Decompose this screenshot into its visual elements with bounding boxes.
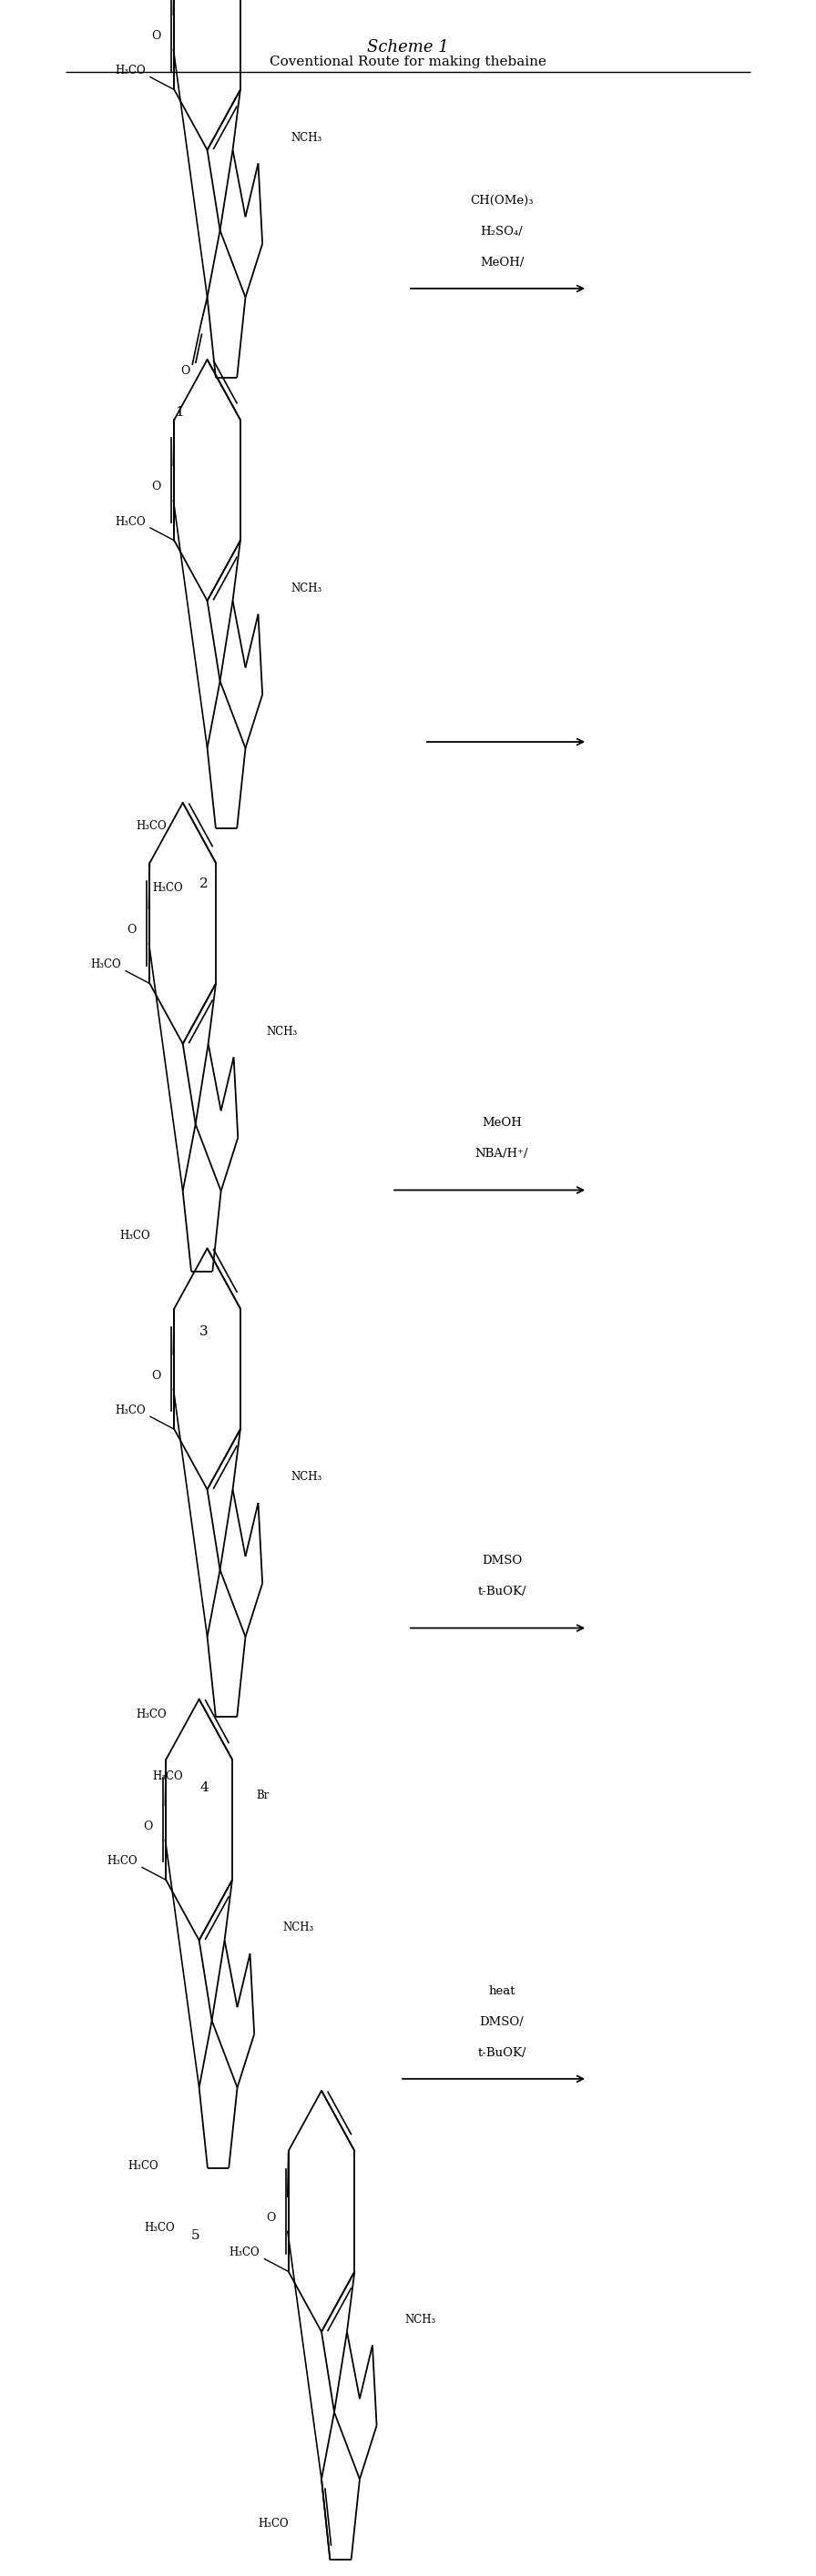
Text: t-BuOK/: t-BuOK/ <box>477 1587 526 1597</box>
Text: O: O <box>152 1370 161 1381</box>
Text: NCH₃: NCH₃ <box>290 1471 322 1484</box>
Text: 4: 4 <box>200 1783 208 1793</box>
Text: H₃CO: H₃CO <box>91 958 121 971</box>
Text: H₃CO: H₃CO <box>258 2517 289 2530</box>
Text: O: O <box>181 366 190 376</box>
Text: O: O <box>152 31 161 41</box>
Text: O: O <box>152 482 161 492</box>
Text: CH(OMe)₃: CH(OMe)₃ <box>470 196 534 206</box>
Text: NCH₃: NCH₃ <box>282 1922 314 1935</box>
Text: NCH₃: NCH₃ <box>405 2313 437 2326</box>
Text: 5: 5 <box>192 2231 200 2241</box>
Text: H₃CO: H₃CO <box>119 1229 150 1242</box>
Text: H₂SO₄/: H₂SO₄/ <box>481 227 523 237</box>
Text: H₃CO: H₃CO <box>135 819 166 832</box>
Text: O: O <box>144 1821 153 1832</box>
Text: Coventional Route for making thebaine: Coventional Route for making thebaine <box>269 57 547 67</box>
Text: heat: heat <box>489 1986 515 1996</box>
Text: DMSO: DMSO <box>481 1556 522 1566</box>
Text: NCH₃: NCH₃ <box>266 1025 298 1038</box>
Text: 1: 1 <box>175 407 184 417</box>
Text: O: O <box>127 925 136 935</box>
Text: H₃CO: H₃CO <box>127 2159 158 2172</box>
Text: MeOH/: MeOH/ <box>480 258 524 268</box>
Text: H₃CO: H₃CO <box>115 1404 145 1417</box>
Text: H₃CO: H₃CO <box>152 881 183 894</box>
Text: H₃CO: H₃CO <box>115 515 145 528</box>
Text: NCH₃: NCH₃ <box>290 131 322 144</box>
Text: DMSO/: DMSO/ <box>480 2017 524 2027</box>
Text: H₃CO: H₃CO <box>229 2246 259 2259</box>
Text: t-BuOK/: t-BuOK/ <box>477 2048 526 2058</box>
Text: H₃CO: H₃CO <box>135 1708 166 1721</box>
Text: H₃CO: H₃CO <box>107 1855 137 1868</box>
Text: NBA/H⁺/: NBA/H⁺/ <box>475 1149 529 1159</box>
Text: MeOH: MeOH <box>482 1118 521 1128</box>
Text: H₃CO: H₃CO <box>144 2221 175 2233</box>
Text: 2: 2 <box>200 878 208 889</box>
Text: 3: 3 <box>200 1327 208 1337</box>
Text: NCH₃: NCH₃ <box>290 582 322 595</box>
Text: Br: Br <box>256 1790 269 1801</box>
Text: H₃CO: H₃CO <box>115 64 145 77</box>
Text: H₃CO: H₃CO <box>152 1770 183 1783</box>
Text: Scheme 1: Scheme 1 <box>367 39 449 57</box>
Text: O: O <box>266 2213 275 2223</box>
